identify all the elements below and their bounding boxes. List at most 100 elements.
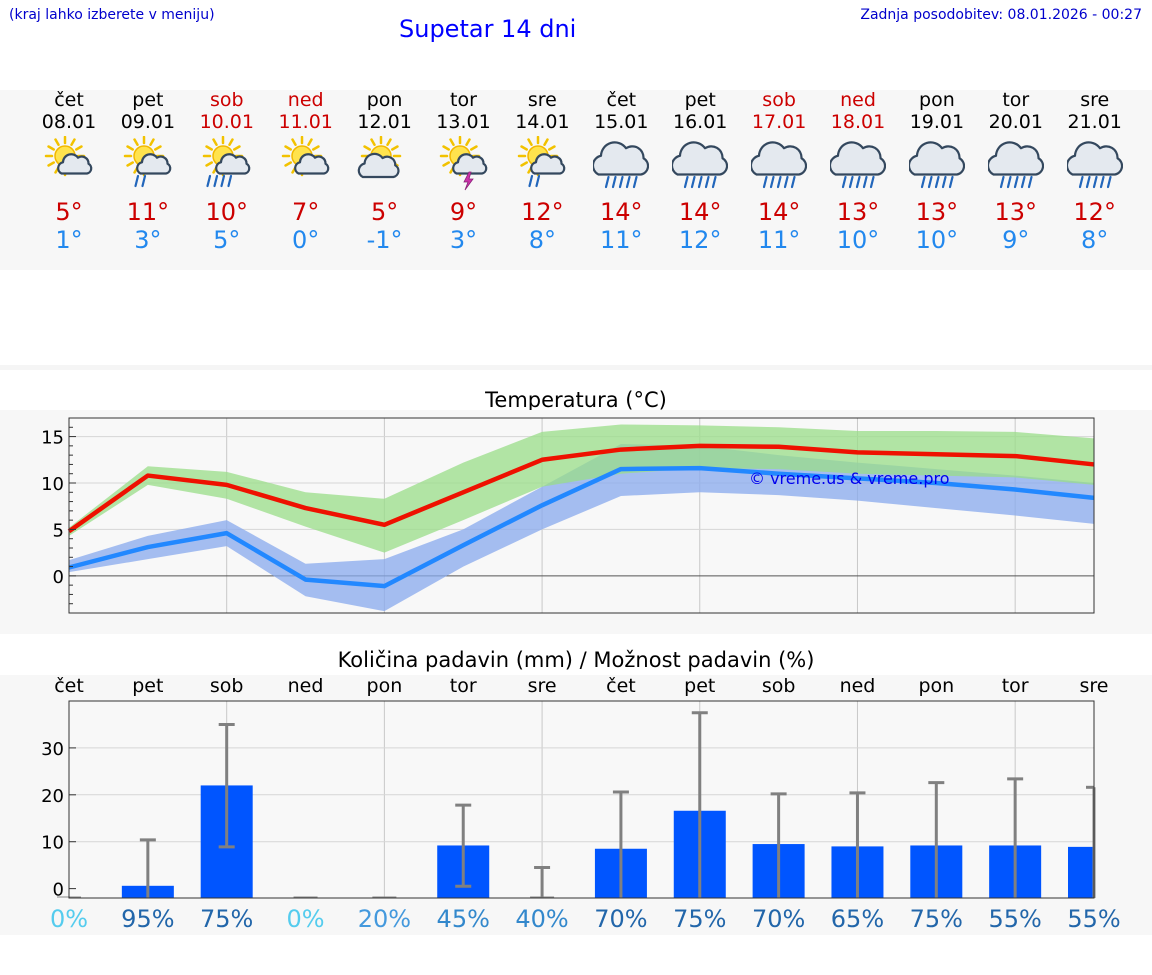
day-name: pet — [132, 89, 164, 111]
precip-probability: 95% — [121, 905, 174, 933]
day-date: 17.01 — [751, 111, 807, 133]
temp-min: -1° — [366, 226, 403, 254]
precip-probability: 20% — [358, 905, 411, 933]
day-name: tor — [450, 89, 477, 111]
max-temperature-range-band — [69, 424, 1094, 553]
temp-min: 11° — [757, 226, 801, 254]
sun-cloud-thunder-icon — [439, 136, 487, 191]
forecast-day: tor 13.01 — [424, 89, 504, 133]
day-date: 15.01 — [594, 111, 649, 133]
day-name: sob — [210, 89, 244, 111]
precip-probability: 40% — [515, 905, 568, 933]
day-label: ned — [840, 675, 876, 697]
temp-max: 10° — [205, 198, 249, 226]
plot-frame — [68, 700, 1095, 899]
cloud-rain-icon — [830, 141, 886, 189]
day-name: pon — [366, 89, 403, 111]
precip-probability: 70% — [594, 905, 647, 933]
temp-min: 10° — [836, 226, 880, 254]
y-tick-label: 20 — [41, 786, 64, 807]
watermark: © vreme.us & vreme.pro — [749, 469, 950, 488]
day-label: pon — [918, 675, 954, 697]
cloud-rain-icon — [751, 141, 808, 189]
y-tick-label: 5 — [53, 520, 64, 541]
day-date: 16.01 — [672, 111, 728, 133]
temp-min: 1° — [55, 226, 83, 254]
precip-probability: 45% — [437, 905, 490, 933]
precip-probability: 55% — [988, 905, 1041, 933]
day-label: čet — [54, 675, 84, 697]
temp-max: 12° — [521, 198, 564, 226]
day-label: ned — [288, 675, 324, 697]
forecast-panel — [0, 90, 1152, 270]
forecast-day: pet 16.01 — [660, 89, 740, 133]
day-date: 09.01 — [120, 111, 176, 133]
temp-max: 14° — [600, 198, 643, 226]
day-name: pon — [919, 89, 955, 111]
max-temperature-line — [67, 443, 1095, 534]
day-name: sre — [527, 89, 557, 111]
temp-max: 11° — [126, 198, 170, 226]
day-label: sob — [210, 675, 244, 697]
temp-max: 13° — [915, 198, 959, 226]
day-date: 11.01 — [278, 111, 333, 133]
day-label: sre — [528, 675, 557, 697]
cloud-rain-icon — [987, 141, 1044, 189]
day-label: tor — [450, 675, 477, 697]
day-date: 13.01 — [436, 111, 491, 133]
day-label: sre — [1080, 675, 1109, 697]
temp-max: 14° — [678, 198, 722, 226]
temperature-chart-title: Temperatura (°C) — [485, 388, 667, 412]
temp-max: 5° — [370, 198, 399, 226]
min-temperature-line — [68, 465, 1095, 589]
precip-probability: 65% — [831, 905, 884, 933]
forecast-day: ned 11.01 — [266, 89, 346, 133]
day-name: sre — [1080, 89, 1110, 111]
cloud-rain-icon — [908, 141, 965, 189]
day-label: pet — [132, 675, 163, 697]
location-hint: (kraj lahko izberete v meniju) — [9, 7, 215, 23]
precip-probability: 55% — [1067, 905, 1120, 933]
temp-max: 13° — [994, 198, 1038, 226]
y-tick-label: 30 — [41, 739, 64, 760]
day-name: sob — [762, 89, 796, 111]
forecast-day: čet 15.01 — [581, 89, 661, 133]
forecast-day: pon 19.01 — [897, 89, 977, 133]
temp-min: 5° — [213, 226, 241, 254]
cloud-rain-icon — [672, 141, 729, 189]
precip-probability: 70% — [752, 905, 805, 933]
page-title: Supetar 14 dni — [399, 15, 577, 43]
temp-max: 9° — [449, 198, 478, 226]
day-name: čet — [606, 89, 637, 111]
precip-probability: 75% — [673, 905, 726, 933]
precipitation-chart: čet pet sob ned pon tor sre čet pet sob ned pon tor s… — [41, 675, 1121, 933]
day-date: 20.01 — [988, 111, 1043, 133]
day-label: pet — [684, 675, 715, 697]
forecast-day: pet 09.01 — [108, 89, 188, 133]
day-label: sob — [762, 675, 796, 697]
temp-min: 11° — [600, 226, 643, 254]
forecast-day: pon 12.01 — [345, 89, 425, 133]
day-name: čet — [54, 89, 84, 111]
y-tick-label: 15 — [41, 428, 64, 449]
temp-max: 5° — [55, 198, 83, 226]
forecast-day: ned 18.01 — [818, 89, 898, 133]
temp-min: 3° — [134, 226, 162, 254]
y-tick-label: 0 — [53, 880, 64, 901]
day-name: ned — [840, 89, 876, 111]
cloud-rain-icon — [593, 141, 650, 189]
last-update: Zadnja posodobitev: 08.01.2026 - 00:27 — [860, 7, 1142, 23]
forecast-day: sob 10.01 — [187, 89, 267, 133]
precip-probability: 0% — [286, 905, 324, 933]
day-name: tor — [1002, 89, 1030, 111]
forecast-day: tor 20.01 — [976, 89, 1056, 133]
sun-cloud-heavy-rain-icon — [202, 136, 251, 188]
day-date: 08.01 — [41, 111, 97, 133]
sun-cloud-icon — [281, 136, 329, 177]
forecast-day: sre 21.01 — [1055, 89, 1135, 133]
precip-probability: 75% — [910, 905, 963, 933]
temp-max: 7° — [292, 198, 320, 226]
temp-max: 13° — [836, 198, 880, 226]
temp-min: 8° — [528, 226, 557, 254]
forecast-day: sob 17.01 — [739, 89, 819, 133]
